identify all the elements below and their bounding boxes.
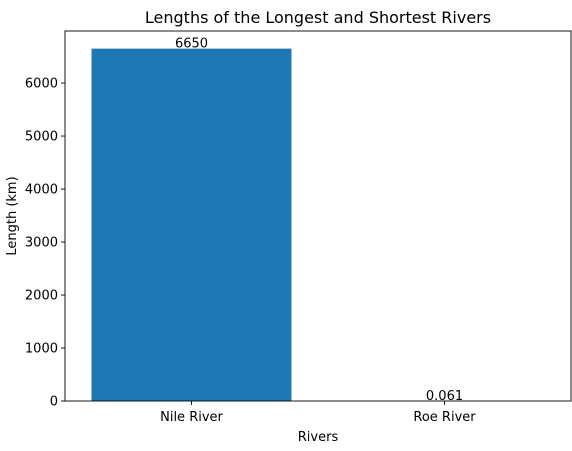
bar-value-label: 6650: [175, 37, 208, 52]
x-axis: Nile River Roe River: [160, 401, 476, 425]
value-labels-group: 6650 0.061: [175, 37, 463, 404]
bar-nile-river: [91, 48, 292, 401]
y-tick-label: 1000: [25, 342, 58, 357]
bar-value-label: 0.061: [426, 389, 463, 404]
x-tick-label: Nile River: [160, 410, 223, 425]
y-tick-label: 5000: [25, 130, 58, 145]
y-tick-label: 4000: [25, 183, 58, 198]
y-axis-label: Length (km): [5, 176, 20, 255]
y-tick-label: 0: [50, 395, 58, 410]
y-tick-label: 6000: [25, 77, 58, 92]
y-tick-label: 3000: [25, 236, 58, 251]
bars-group: [91, 48, 545, 401]
plot-frame: [64, 30, 572, 402]
chart-title: Lengths of the Longest and Shortest Rive…: [145, 8, 491, 27]
y-tick-label: 2000: [25, 289, 58, 304]
x-axis-label: Rivers: [298, 430, 339, 445]
y-axis: 0 1000 2000 3000 4000 5000 6000: [25, 77, 65, 410]
x-tick-label: Roe River: [413, 410, 476, 425]
